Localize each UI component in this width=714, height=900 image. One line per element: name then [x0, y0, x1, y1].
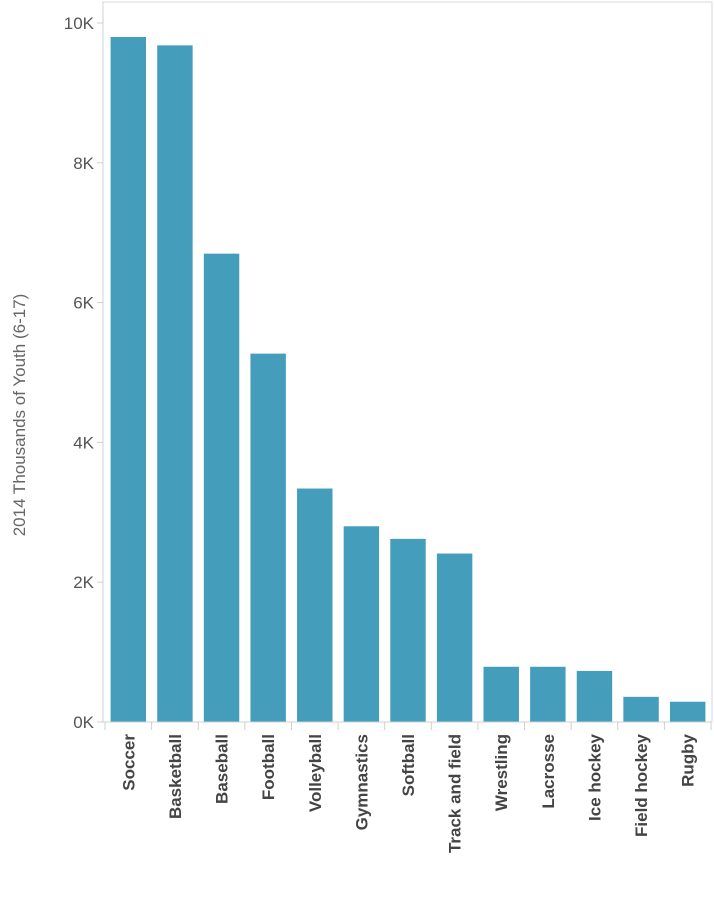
x-tick-label: Gymnastics	[352, 734, 371, 830]
bar	[343, 526, 380, 722]
bar	[203, 253, 240, 723]
x-tick-label: Lacrosse	[539, 734, 558, 809]
bar	[390, 538, 426, 722]
y-tick-label: 2K	[73, 573, 94, 592]
bar	[576, 670, 613, 722]
x-tick-label: Softball	[399, 734, 418, 796]
bar	[623, 696, 659, 722]
x-tick-label: Wrestling	[492, 734, 511, 811]
y-tick-label: 10K	[64, 14, 95, 33]
bar	[157, 45, 193, 723]
x-tick-label: Rugby	[679, 733, 698, 786]
x-tick-label: Ice hockey	[585, 733, 604, 820]
x-tick-label: Field hockey	[632, 733, 651, 837]
y-tick-label: 0K	[73, 713, 94, 732]
bar	[297, 488, 333, 722]
bars	[110, 36, 706, 723]
bar	[530, 666, 566, 722]
bar	[669, 701, 706, 722]
bar	[110, 36, 147, 723]
bar	[483, 666, 519, 722]
x-tick-label: Football	[259, 734, 278, 800]
y-tick-label: 4K	[73, 433, 94, 452]
y-axis: 0K 2K 4K 6K 8K 10K	[64, 2, 104, 732]
bar	[436, 553, 473, 722]
x-tick-label: Soccer	[119, 734, 138, 791]
y-tick-label: 8K	[73, 154, 94, 173]
x-tick-label: Baseball	[213, 734, 232, 804]
x-tick-label: Track and field	[446, 734, 465, 853]
bar	[250, 353, 286, 722]
x-tick-label: Volleyball	[306, 734, 325, 812]
y-axis-title: 2014 Thousands of Youth (6-17)	[10, 294, 29, 537]
y-tick-label: 6K	[73, 294, 94, 313]
x-axis: Soccer Basketball Baseball Football Volleyba…	[103, 721, 712, 853]
x-tick-label: Basketball	[166, 734, 185, 819]
